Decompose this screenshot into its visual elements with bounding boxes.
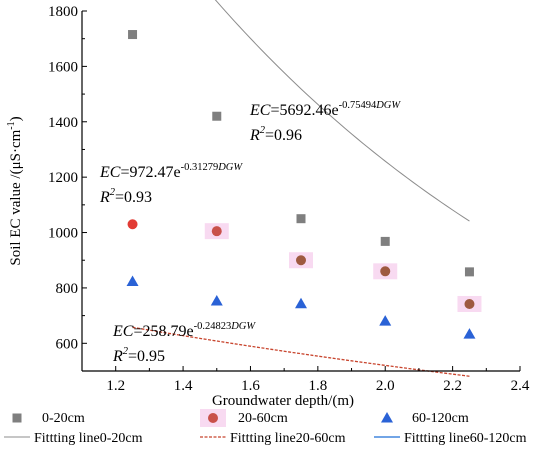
y-tick-label: 1200 (48, 170, 78, 186)
data-point-0-20cm-2 (296, 214, 306, 224)
x-tick-label: 2.0 (376, 378, 395, 394)
legend-fit-label-20-60cm: Fittting line20-60cm (230, 431, 346, 446)
data-point-0-20cm-3 (380, 236, 390, 246)
data-point-60-120cm-0 (126, 275, 139, 287)
data-point-0-20cm-0 (128, 30, 138, 40)
r2-60-120cm: R2=0.95 (112, 346, 165, 365)
fit-line-0-20cm (214, 0, 470, 222)
r2-20-60cm: R2=0.93 (99, 187, 152, 206)
legend-marker-0-20cm (12, 413, 22, 423)
legend-marker-20-60cm (208, 413, 218, 423)
legend-label-60-120cm: 60-120cm (412, 411, 469, 426)
x-tick-label: 2.4 (511, 378, 530, 394)
r2-0-20cm: R2=0.96 (249, 125, 302, 144)
legend-fit-label-60-120cm: Fittting line60-120cm (404, 431, 527, 446)
x-tick-label: 2.2 (443, 378, 462, 394)
x-tick-label: 1.6 (241, 378, 260, 394)
data-point-20-60cm-1 (211, 226, 222, 237)
x-tick-label: 1.2 (106, 378, 125, 394)
legend-fit-label-0-20cm: Fittting line0-20cm (34, 431, 143, 446)
equations: EC=5692.46e-0.75494DGW R2=0.96 EC=972.47e-… (99, 100, 401, 365)
axes: 600 800 1000 1200 1400 1600 1800 1.2 1.4 1.6 1.8 2.… (6, 4, 530, 409)
legend-label-0-20cm: 0-20cm (42, 411, 85, 426)
data-point-20-60cm-0 (127, 219, 138, 230)
markers (126, 30, 476, 339)
y-tick-label: 1400 (48, 115, 78, 131)
data-point-20-60cm-3 (380, 266, 391, 277)
fit-lines (132, 0, 470, 377)
data-point-20-60cm-2 (296, 255, 306, 266)
data-point-20-60cm-4 (464, 298, 475, 309)
y-axis-title: Soil EC value /(μS·cm-1) (6, 116, 24, 265)
data-point-60-120cm-4 (463, 328, 476, 339)
x-tick-label: 1.8 (308, 378, 327, 394)
y-tick-label: 600 (56, 336, 79, 352)
equation-20-60cm: EC=972.47e-0.31279DGW (99, 162, 243, 181)
plot-highlights (204, 223, 482, 312)
data-point-0-20cm-4 (464, 267, 474, 277)
legend-marker-60-120cm (381, 412, 393, 423)
y-tick-label: 800 (56, 281, 79, 297)
y-tick-label: 1600 (48, 59, 78, 75)
data-point-60-120cm-2 (295, 297, 307, 309)
equation-60-120cm: EC=258.79e-0.24823DGW (112, 321, 256, 340)
fit-line-20-60cm (132, 326, 470, 377)
legend-label-20-60cm: 20-60cm (238, 411, 288, 426)
x-axis-title: Groundwater depth/(m) (212, 393, 354, 409)
data-point-0-20cm-1 (212, 111, 222, 121)
data-point-60-120cm-1 (210, 294, 223, 306)
x-tick-label: 1.4 (174, 378, 193, 394)
legend: 0-20cm Fittting line0-20cm 20-60cm Fittting… (4, 409, 527, 446)
data-point-60-120cm-3 (379, 315, 392, 326)
y-tick-label: 1000 (48, 226, 78, 242)
y-tick-label: 1800 (48, 4, 78, 20)
equation-0-20cm: EC=5692.46e-0.75494DGW (249, 100, 401, 119)
